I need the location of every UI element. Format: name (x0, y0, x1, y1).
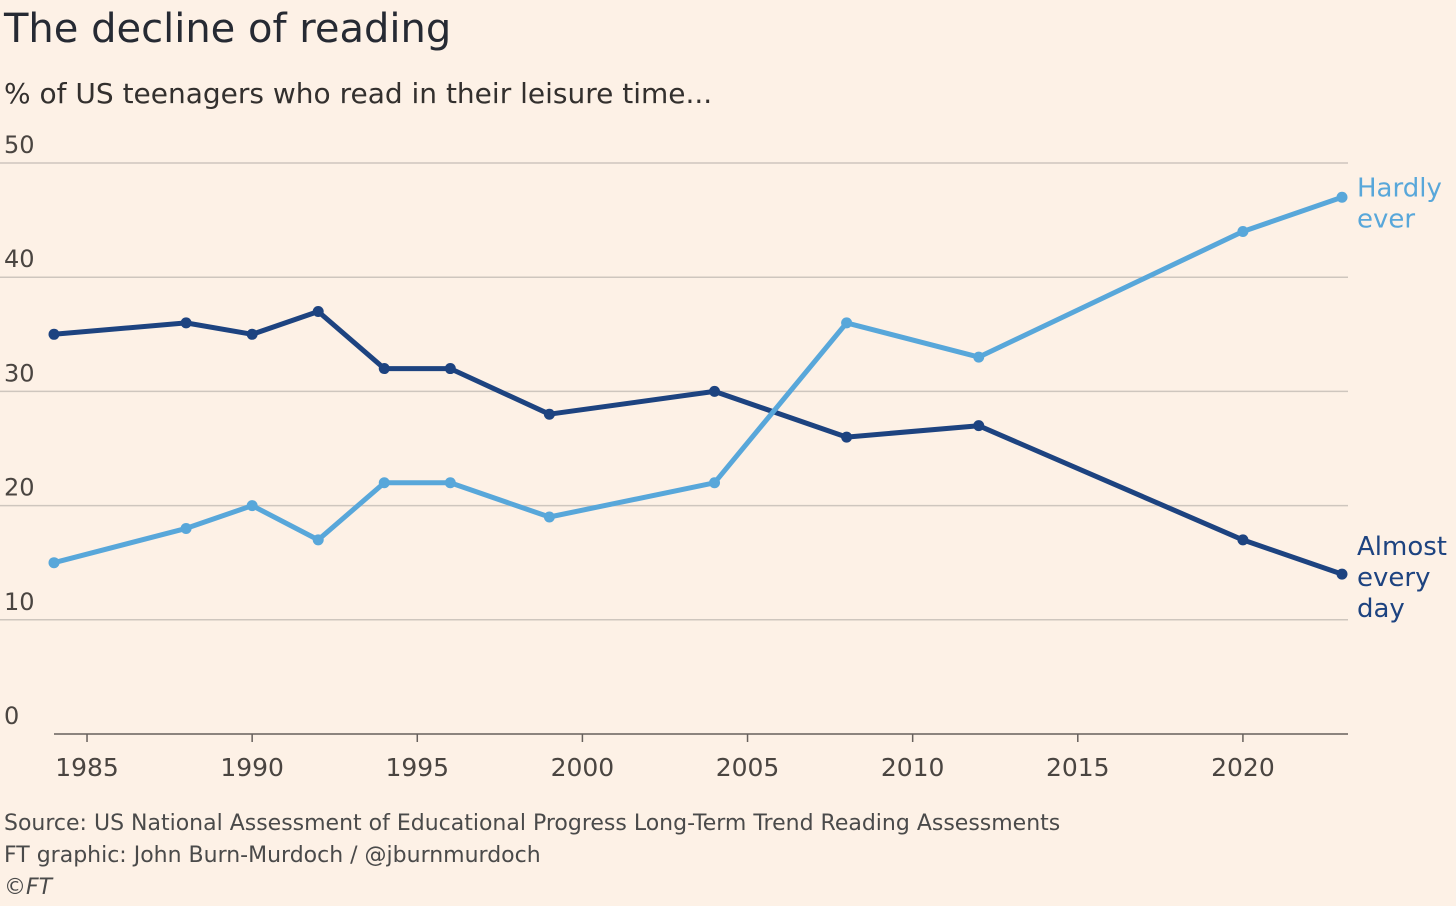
series-label-hardly-ever-line-1: Hardly (1357, 173, 1442, 203)
data-point-hardly-ever-1984 (48, 557, 60, 569)
data-point-hardly-ever-2008 (841, 317, 853, 329)
credit-note: FT graphic: John Burn-Murdoch / @jburnmu… (4, 843, 541, 868)
x-tick-label-2015: 2015 (1046, 753, 1110, 782)
y-tick-label-50: 50 (4, 131, 35, 159)
y-tick-label-30: 30 (4, 359, 35, 387)
data-point-hardly-ever-1990 (246, 500, 258, 512)
y-tick-label-10: 10 (4, 588, 35, 616)
data-point-hardly-ever-1992 (312, 534, 324, 546)
series-label-almost-every-day-line-1: Almost (1357, 532, 1447, 562)
series-label-hardly-ever-line-2: ever (1357, 204, 1415, 234)
source-note: Source: US National Assessment of Educat… (4, 811, 1061, 836)
x-tick-label-2000: 2000 (551, 753, 615, 782)
data-point-almost-every-day-2020 (1237, 534, 1249, 546)
series-line-hardly-ever (51, 194, 1345, 566)
data-point-hardly-ever-1996 (444, 477, 456, 489)
x-tick-label-2020: 2020 (1211, 753, 1275, 782)
x-tick-label-2005: 2005 (716, 753, 780, 782)
series-line-almost-every-day (51, 309, 1345, 577)
series-label-almost-every-day-line-2: every (1357, 563, 1430, 593)
data-point-almost-every-day-1994 (378, 363, 390, 375)
x-tick-label-1995: 1995 (385, 753, 449, 782)
data-point-hardly-ever-2023 (1336, 191, 1348, 203)
data-point-hardly-ever-2020 (1237, 226, 1249, 238)
x-tick-label-1985: 1985 (55, 753, 119, 782)
copyright-note: ©FT (4, 875, 53, 900)
y-tick-label-0: 0 (4, 702, 19, 730)
data-point-almost-every-day-2004 (709, 385, 721, 397)
data-point-hardly-ever-1994 (378, 477, 390, 489)
y-tick-label-20: 20 (4, 474, 35, 502)
y-tick-label-40: 40 (4, 245, 35, 273)
data-point-almost-every-day-1988 (180, 317, 192, 329)
data-point-hardly-ever-2012 (973, 351, 985, 363)
data-point-almost-every-day-2008 (841, 431, 853, 443)
data-point-almost-every-day-1999 (543, 408, 555, 420)
data-point-almost-every-day-1984 (48, 328, 60, 340)
x-tick-label-1990: 1990 (220, 753, 284, 782)
data-point-hardly-ever-1999 (543, 511, 555, 523)
data-point-hardly-ever-2004 (709, 477, 721, 489)
chart-subtitle: % of US teenagers who read in their leis… (4, 77, 713, 110)
data-point-almost-every-day-1996 (444, 363, 456, 375)
data-point-almost-every-day-2012 (973, 420, 985, 432)
data-point-almost-every-day-1990 (246, 328, 258, 340)
data-point-almost-every-day-1992 (312, 305, 324, 317)
series-label-almost-every-day-line-3: day (1357, 594, 1405, 624)
data-point-almost-every-day-2023 (1336, 568, 1348, 580)
x-tick-label-2010: 2010 (881, 753, 945, 782)
data-point-hardly-ever-1988 (180, 522, 192, 534)
chart-title: The decline of reading (4, 6, 452, 52)
